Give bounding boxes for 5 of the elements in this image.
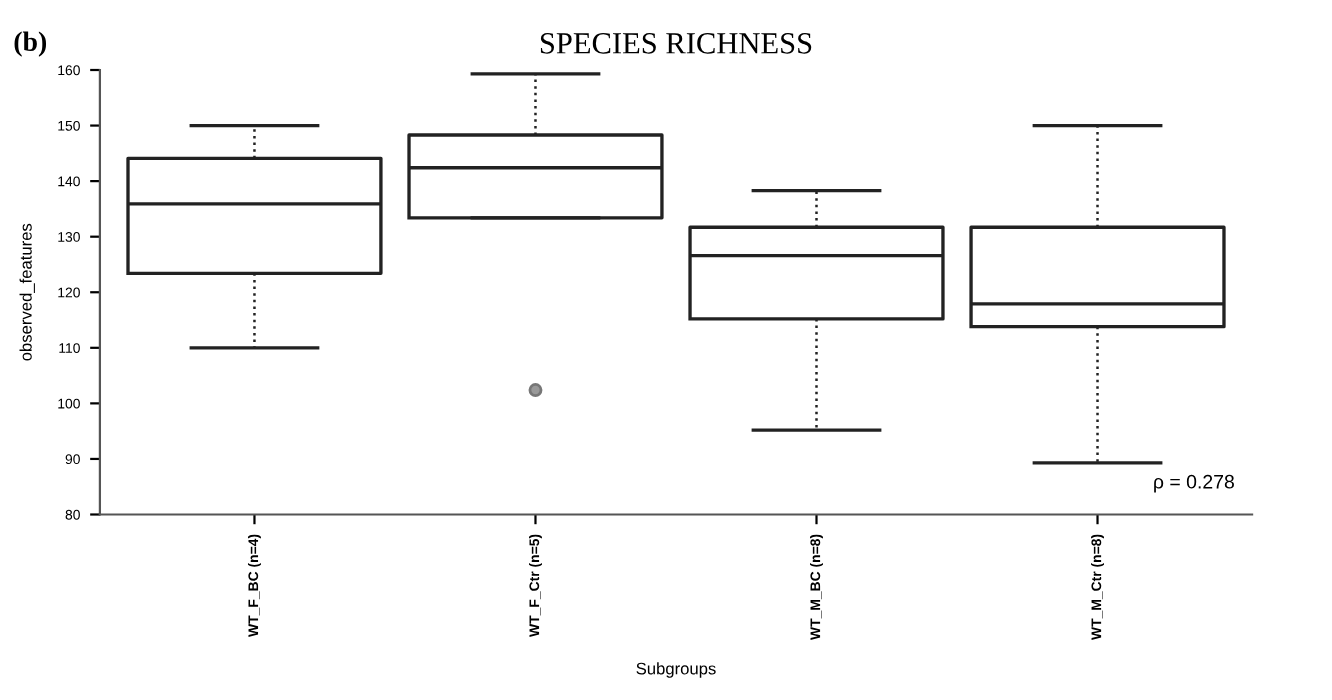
y-axis-title: observed_features: [19, 223, 35, 361]
annotation: ρ = 0.278: [1154, 474, 1234, 493]
x-axis-title: Subgroups: [636, 662, 716, 678]
text: (b): [14, 31, 47, 57]
chart-title: SPECIES RICHNESS: [540, 33, 812, 54]
